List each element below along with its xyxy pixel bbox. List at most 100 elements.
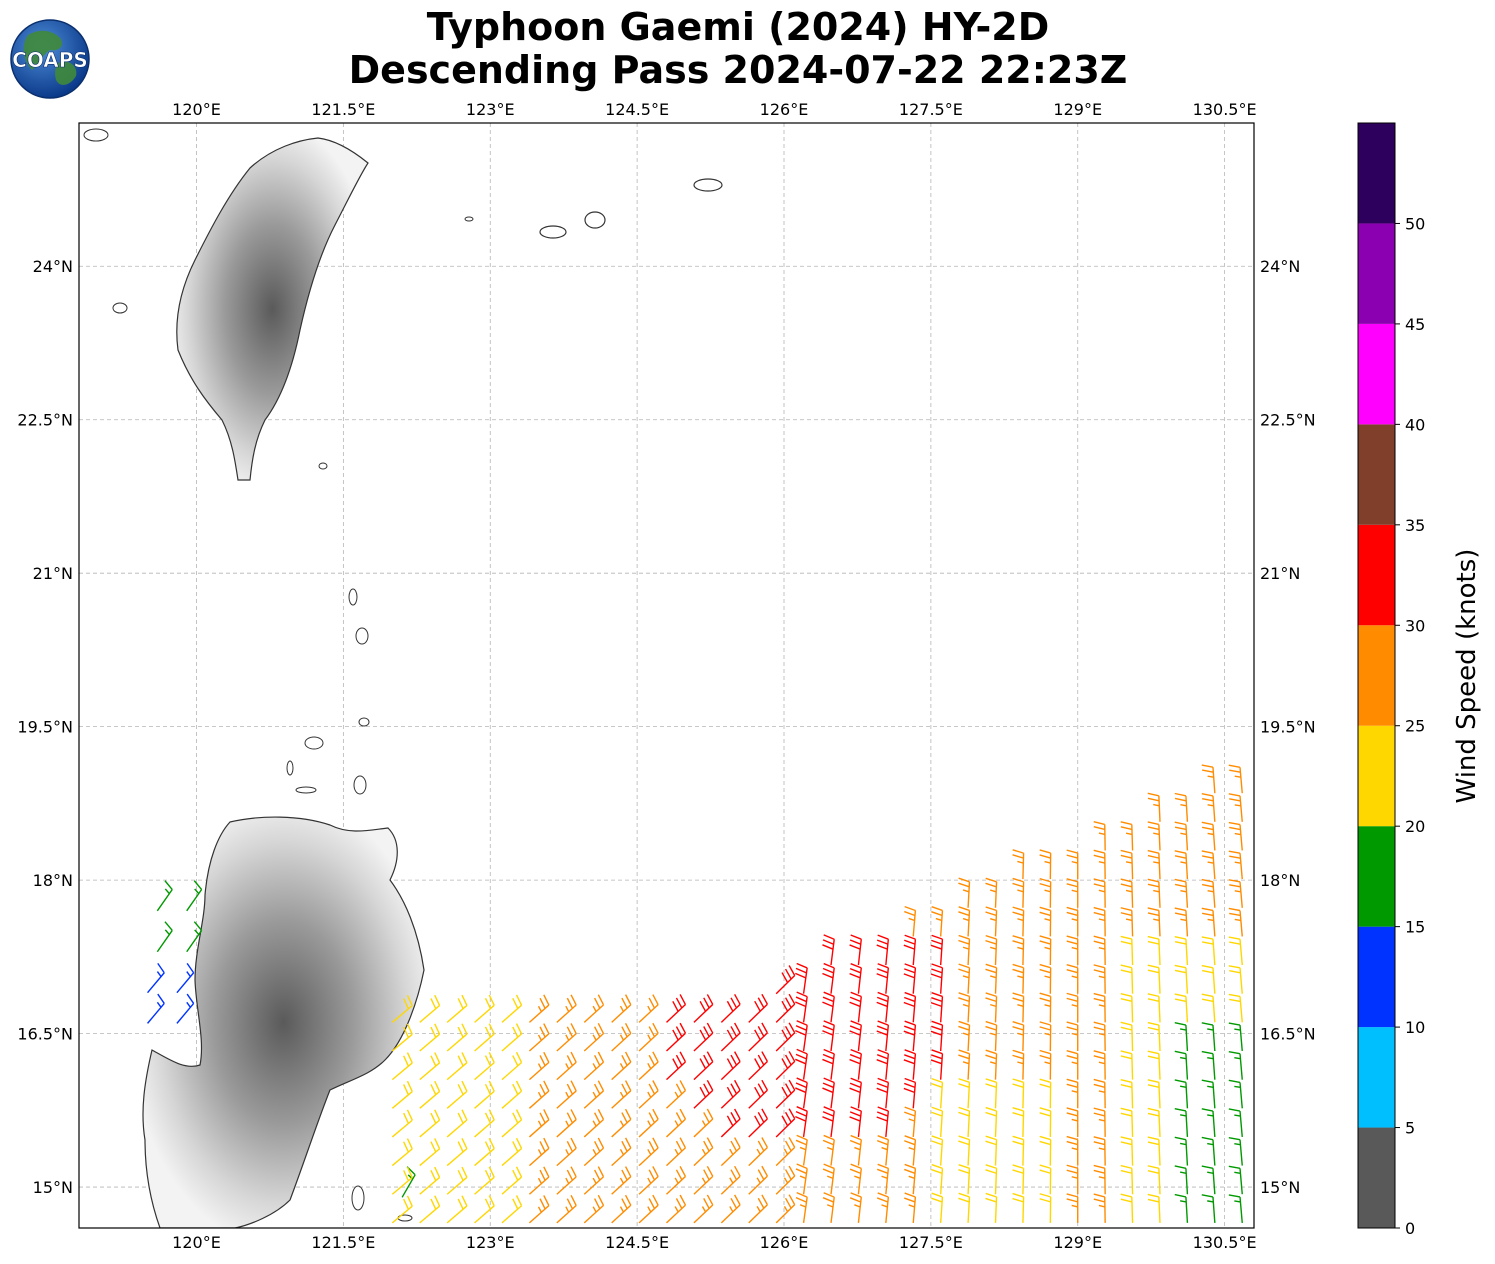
wind-barb bbox=[1039, 1164, 1052, 1195]
wind-barb bbox=[748, 1051, 769, 1081]
wind-barb bbox=[419, 1023, 441, 1052]
wind-barb bbox=[391, 1109, 413, 1138]
colorbar-bin bbox=[1358, 123, 1395, 224]
wind-barb bbox=[583, 1108, 605, 1138]
wind-barb bbox=[1147, 878, 1161, 908]
wind-barb bbox=[176, 993, 195, 1024]
wind-barb bbox=[1201, 1136, 1216, 1166]
wind-barb bbox=[775, 1137, 796, 1167]
wind-barb bbox=[958, 1164, 971, 1195]
wind-barb bbox=[1012, 1135, 1025, 1166]
wind-barb bbox=[1201, 1079, 1216, 1109]
wind-barb bbox=[1147, 1021, 1161, 1052]
wind-barb bbox=[1201, 1108, 1216, 1137]
wind-barb bbox=[638, 1022, 659, 1052]
wind-barb bbox=[849, 963, 862, 994]
wind-barb bbox=[985, 1020, 998, 1052]
wind-barb bbox=[693, 1022, 714, 1052]
lon-tick-label-bottom: 127.5°E bbox=[899, 1233, 963, 1252]
lat-tick-label-right: 19.5°N bbox=[1260, 718, 1316, 737]
wind-barb bbox=[693, 994, 714, 1023]
colorbar-bin bbox=[1358, 725, 1395, 827]
wind-barb bbox=[1039, 1021, 1052, 1052]
wind-barb bbox=[930, 992, 944, 1023]
wind-barb bbox=[528, 994, 550, 1023]
wind-barb bbox=[611, 1022, 632, 1052]
wind-barb bbox=[1201, 792, 1216, 822]
wind-barb bbox=[1174, 936, 1189, 966]
wind-barb bbox=[795, 1020, 808, 1052]
wind-barb bbox=[720, 1137, 741, 1167]
wind-barb bbox=[1228, 821, 1243, 851]
island bbox=[584, 211, 606, 229]
wind-barb bbox=[1066, 1078, 1079, 1109]
wind-barb bbox=[795, 991, 808, 1023]
wind-barb bbox=[419, 1052, 441, 1081]
wind-barb bbox=[1228, 965, 1243, 994]
logo-text: COAPS bbox=[12, 48, 88, 72]
wind-barb bbox=[1012, 935, 1025, 966]
wind-barb bbox=[876, 991, 890, 1023]
map-panel: 120°E 120°E 121.5°E 121.5°E 123°E 123°E 124.5°… bbox=[17, 100, 1315, 1252]
wind-barb bbox=[985, 963, 998, 994]
wind-barb bbox=[391, 994, 413, 1023]
wind-barb bbox=[1120, 935, 1134, 966]
wind-barb bbox=[1201, 821, 1216, 851]
colorbar-bin bbox=[1358, 1127, 1395, 1228]
wind-barb bbox=[958, 934, 971, 966]
wind-barb bbox=[1174, 1107, 1189, 1137]
lat-tick-label-left: 19.5°N bbox=[17, 718, 73, 737]
wind-barb bbox=[775, 1079, 796, 1109]
wind-barb bbox=[1012, 992, 1025, 1023]
wind-barb bbox=[822, 991, 835, 1023]
wind-barb bbox=[419, 1166, 441, 1195]
lon-tick-label-top: 121.5°E bbox=[311, 100, 375, 119]
wind-barb bbox=[1066, 935, 1079, 966]
wind-barb bbox=[930, 934, 944, 966]
wind-barb bbox=[501, 1023, 523, 1052]
wind-barb bbox=[501, 1080, 523, 1109]
wind-barb bbox=[556, 994, 577, 1023]
luzon-island bbox=[142, 816, 425, 1228]
colorbar-tick-label: 15 bbox=[1405, 918, 1425, 937]
wind-barb bbox=[1039, 877, 1052, 908]
wind-barb bbox=[930, 963, 944, 994]
wind-barb bbox=[849, 934, 862, 966]
wind-barb bbox=[391, 1052, 413, 1081]
wind-barb bbox=[1066, 1164, 1079, 1195]
wind-barb bbox=[822, 1020, 835, 1052]
wind-barb bbox=[1228, 850, 1243, 880]
wind-barb bbox=[1120, 1193, 1134, 1223]
wind-barb bbox=[985, 1078, 998, 1109]
wind-barb bbox=[391, 1138, 413, 1167]
wind-barb bbox=[1228, 1051, 1243, 1080]
wind-barb bbox=[795, 962, 808, 994]
colorbar-bin bbox=[1358, 323, 1395, 425]
wind-barb bbox=[720, 1051, 741, 1081]
wind-barb bbox=[903, 991, 917, 1023]
wind-barb bbox=[931, 1135, 944, 1166]
wind-barb bbox=[1147, 1107, 1161, 1137]
wind-barb bbox=[446, 994, 468, 1023]
wind-barb bbox=[666, 1108, 687, 1138]
wind-barb bbox=[1093, 992, 1106, 1023]
island bbox=[355, 627, 369, 645]
colorbar-bin bbox=[1358, 625, 1395, 726]
wind-barb bbox=[419, 1138, 441, 1167]
wind-barb bbox=[446, 1195, 468, 1224]
wind-barb bbox=[1012, 1192, 1025, 1223]
wind-barb bbox=[1120, 1136, 1134, 1166]
wind-barb bbox=[1120, 878, 1134, 908]
wind-barb bbox=[822, 1163, 835, 1195]
wind-barb bbox=[638, 1080, 659, 1109]
wind-barb bbox=[391, 1023, 413, 1052]
wind-barb bbox=[775, 1108, 796, 1138]
wind-barb bbox=[1228, 793, 1243, 822]
island bbox=[539, 225, 567, 239]
wind-barb bbox=[1228, 1165, 1243, 1195]
wind-barb bbox=[1228, 1136, 1243, 1166]
wind-barb bbox=[775, 1051, 796, 1081]
wind-barb bbox=[474, 1166, 495, 1195]
wind-barb bbox=[611, 1194, 632, 1224]
colorbar-bin bbox=[1358, 223, 1395, 324]
